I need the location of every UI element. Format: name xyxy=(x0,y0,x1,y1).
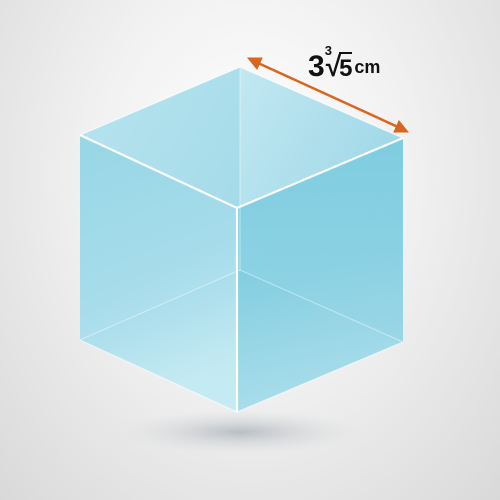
radicand: 5 xyxy=(339,52,353,82)
dimension-arrow xyxy=(246,57,410,133)
cube-shadow xyxy=(120,410,360,454)
edge-coefficient: 3 xyxy=(308,50,325,83)
edge-length-label: 3 3 √5 cm xyxy=(308,44,381,83)
cube-edges xyxy=(79,66,404,413)
root-index: 3 xyxy=(324,43,332,58)
radical-sign: √ xyxy=(325,51,342,82)
arrowhead-start xyxy=(246,57,263,70)
front-left-face xyxy=(80,135,237,412)
cube-root: 3 √5 xyxy=(325,44,353,82)
unit-label: cm xyxy=(354,57,381,77)
arrowhead-end xyxy=(393,120,410,133)
front-right-face xyxy=(237,138,403,412)
